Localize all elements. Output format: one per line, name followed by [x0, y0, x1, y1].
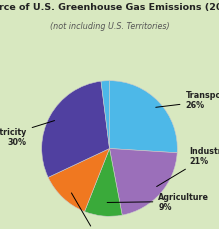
Text: Transportation
26%: Transportation 26% — [156, 91, 219, 110]
Wedge shape — [110, 149, 177, 215]
Text: Source of U.S. Greenhouse Gas Emissions (2014): Source of U.S. Greenhouse Gas Emissions … — [0, 3, 219, 12]
Wedge shape — [110, 81, 177, 153]
Wedge shape — [42, 82, 110, 178]
Text: Commercial and Residential
12%: Commercial and Residential 12% — [36, 193, 162, 229]
Text: Industry
21%: Industry 21% — [157, 146, 219, 187]
Wedge shape — [85, 149, 122, 216]
Wedge shape — [101, 81, 110, 149]
Text: Electricity
30%: Electricity 30% — [0, 121, 55, 146]
Wedge shape — [48, 149, 110, 212]
Text: Agriculture
9%: Agriculture 9% — [107, 192, 209, 211]
Text: (not including U.S. Territories): (not including U.S. Territories) — [50, 22, 169, 31]
